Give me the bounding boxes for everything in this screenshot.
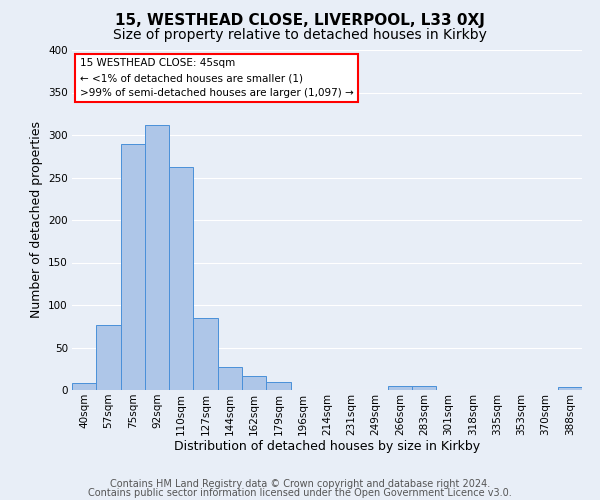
Y-axis label: Number of detached properties: Number of detached properties bbox=[29, 122, 43, 318]
Bar bbox=[388, 386, 412, 390]
Text: Contains HM Land Registry data © Crown copyright and database right 2024.: Contains HM Land Registry data © Crown c… bbox=[110, 479, 490, 489]
Bar bbox=[266, 382, 290, 390]
Text: 15 WESTHEAD CLOSE: 45sqm
← <1% of detached houses are smaller (1)
>99% of semi-d: 15 WESTHEAD CLOSE: 45sqm ← <1% of detach… bbox=[80, 58, 353, 98]
Bar bbox=[218, 367, 242, 390]
Bar bbox=[169, 168, 193, 390]
Text: 15, WESTHEAD CLOSE, LIVERPOOL, L33 0XJ: 15, WESTHEAD CLOSE, LIVERPOOL, L33 0XJ bbox=[115, 12, 485, 28]
Bar bbox=[242, 376, 266, 390]
X-axis label: Distribution of detached houses by size in Kirkby: Distribution of detached houses by size … bbox=[174, 440, 480, 454]
Text: Size of property relative to detached houses in Kirkby: Size of property relative to detached ho… bbox=[113, 28, 487, 42]
Bar bbox=[72, 383, 96, 390]
Bar bbox=[412, 386, 436, 390]
Bar bbox=[145, 125, 169, 390]
Text: Contains public sector information licensed under the Open Government Licence v3: Contains public sector information licen… bbox=[88, 488, 512, 498]
Bar bbox=[121, 144, 145, 390]
Bar bbox=[558, 386, 582, 390]
Bar bbox=[96, 324, 121, 390]
Bar bbox=[193, 318, 218, 390]
